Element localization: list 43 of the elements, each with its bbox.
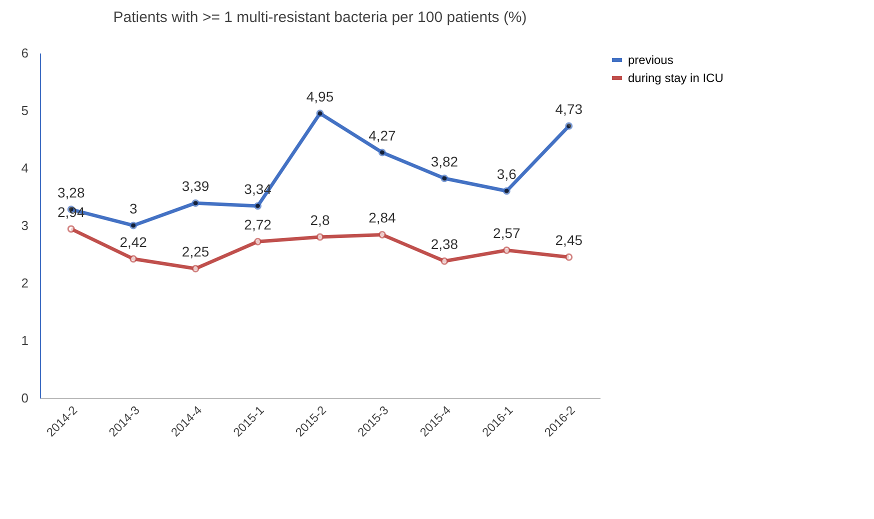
data-label: 2,38 bbox=[430, 236, 458, 252]
point bbox=[378, 148, 386, 156]
point bbox=[192, 199, 200, 207]
y-tick-label: 3 bbox=[21, 218, 28, 233]
point bbox=[316, 110, 324, 118]
point bbox=[254, 238, 262, 246]
data-label: 3 bbox=[129, 200, 138, 216]
data-label: 2,25 bbox=[182, 244, 210, 260]
point bbox=[440, 174, 448, 182]
y-tick-label: 1 bbox=[21, 333, 28, 348]
data-label: 3,82 bbox=[430, 153, 458, 170]
y-tick-label: 0 bbox=[21, 390, 28, 406]
data-label: 2,84 bbox=[368, 210, 396, 226]
point bbox=[565, 253, 573, 261]
point bbox=[130, 255, 138, 263]
data-label: 4,95 bbox=[306, 88, 334, 104]
data-label: 2,57 bbox=[493, 225, 521, 242]
y-tick-label: 4 bbox=[21, 160, 28, 176]
y-tick-label: 2 bbox=[21, 276, 28, 290]
data-label: 2,72 bbox=[244, 216, 272, 233]
point bbox=[440, 257, 448, 265]
legend-label: during stay in ICU bbox=[628, 71, 724, 85]
data-label: 4,27 bbox=[368, 127, 396, 144]
data-label: 4,73 bbox=[555, 101, 583, 118]
point bbox=[192, 264, 200, 272]
point bbox=[254, 202, 262, 210]
point bbox=[502, 187, 510, 195]
data-label: 2,42 bbox=[120, 234, 148, 250]
data-label: 3,28 bbox=[57, 184, 85, 200]
point bbox=[130, 222, 138, 230]
data-label: 2,8 bbox=[310, 212, 330, 228]
point bbox=[378, 230, 386, 238]
chart-title: Patients with >= 1 multi-resistant bacteria per 100 patients (%) bbox=[113, 9, 527, 26]
data-label: 3,6 bbox=[496, 166, 517, 182]
data-label: 3,39 bbox=[182, 178, 210, 194]
y-tick-label: 6 bbox=[21, 46, 28, 60]
point bbox=[316, 233, 324, 241]
point bbox=[67, 225, 75, 233]
point bbox=[565, 122, 573, 130]
point bbox=[502, 246, 510, 254]
data-label: 2,45 bbox=[555, 232, 583, 248]
y-tick-label: 5 bbox=[21, 103, 28, 118]
legend-label: previous bbox=[628, 53, 674, 67]
